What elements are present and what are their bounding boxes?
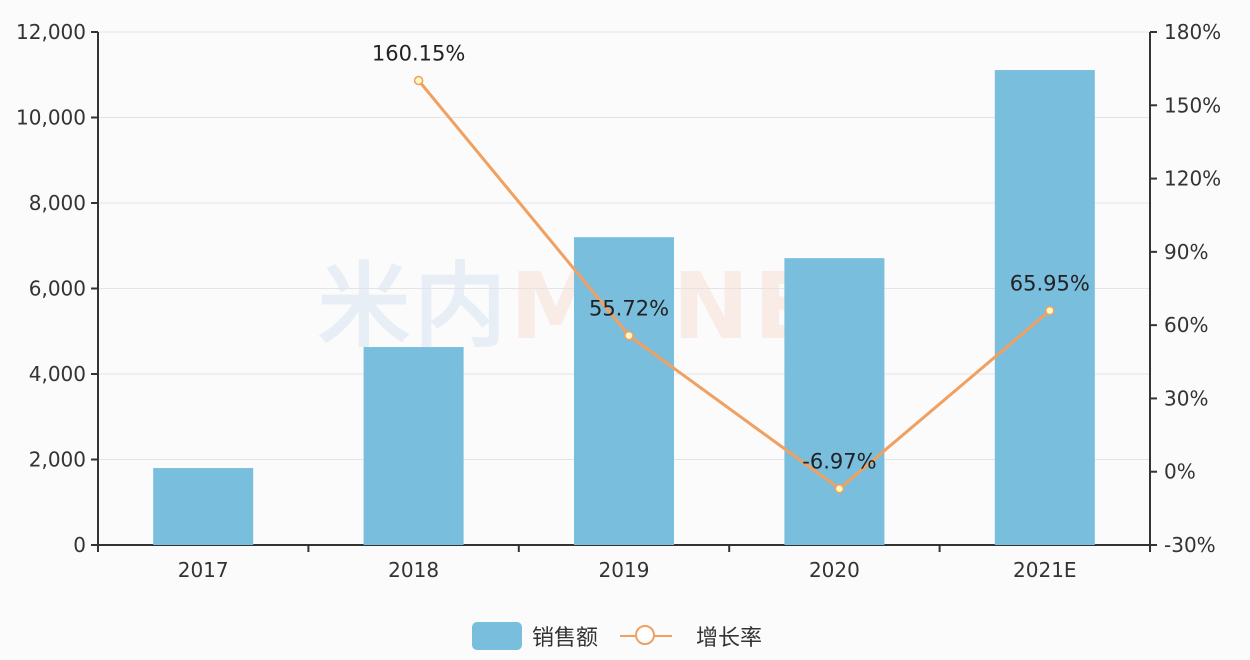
- growth-point[interactable]: [1045, 305, 1055, 316]
- x-tick-label: 2021E: [1013, 558, 1077, 582]
- bar-2018[interactable]: [363, 347, 464, 545]
- right-tick-label: 180%: [1164, 20, 1221, 44]
- left-tick-label: 2,000: [29, 448, 86, 472]
- bar-2020[interactable]: [784, 258, 885, 545]
- x-tick-label: 2018: [388, 558, 439, 582]
- right-tick-label: 30%: [1164, 386, 1208, 410]
- growth-point[interactable]: [413, 75, 424, 86]
- watermark-left: 米内: [318, 253, 511, 360]
- left-tick-label: 4,000: [29, 362, 86, 386]
- growth-line: [417, 79, 1051, 491]
- right-tick-label: 0%: [1164, 460, 1196, 484]
- growth-point[interactable]: [624, 330, 634, 341]
- x-tick-label: 2019: [599, 558, 650, 582]
- left-tick-label: 10,000: [16, 106, 86, 130]
- combo-chart: 0 2,000 4,000 6,000 8,000 10,000 12,000 -30% 0% 3…: [16, 20, 1221, 582]
- legend-bar-swatch[interactable]: [472, 622, 522, 650]
- legend-line-swatch[interactable]: [620, 622, 673, 650]
- bar-2019[interactable]: [574, 237, 674, 545]
- growth-point[interactable]: [834, 483, 845, 494]
- left-tick-label: 8,000: [29, 191, 86, 215]
- right-tick-label: 150%: [1164, 93, 1221, 117]
- legend-line-label[interactable]: 增长率: [696, 626, 763, 651]
- x-tick-label: 2020: [809, 558, 860, 582]
- bar-2021E[interactable]: [994, 70, 1095, 546]
- bar-2017[interactable]: [153, 468, 254, 545]
- growth-label: 65.95%: [1010, 272, 1090, 296]
- left-tick-label: 0: [73, 533, 86, 557]
- legend: 销售额 增长率: [472, 620, 762, 652]
- right-tick-label: 60%: [1164, 313, 1208, 337]
- growth-label: 55.72%: [589, 297, 669, 321]
- right-tick-label: -30%: [1164, 533, 1216, 557]
- right-tick-label: 120%: [1164, 167, 1221, 191]
- left-tick-label: 6,000: [29, 277, 86, 301]
- right-tick-label: 90%: [1164, 240, 1208, 264]
- left-tick-label: 12,000: [16, 20, 86, 44]
- x-tick-label: 2017: [178, 558, 229, 582]
- growth-label: -6.97%: [802, 450, 876, 474]
- growth-label: 160.15%: [372, 41, 465, 65]
- legend-bar-label[interactable]: 销售额: [532, 626, 599, 651]
